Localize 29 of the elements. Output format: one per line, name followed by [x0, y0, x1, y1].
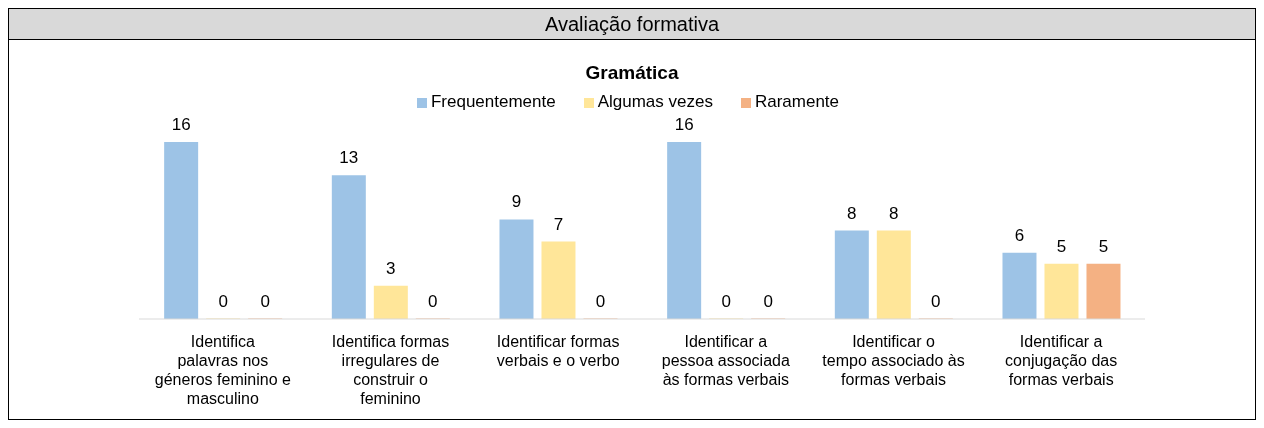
- data-label: 0: [721, 291, 731, 311]
- legend-label: Frequentemente: [430, 92, 556, 111]
- data-label: 0: [428, 291, 438, 311]
- chart-subtitle: Gramática: [584, 62, 680, 84]
- data-label: 3: [386, 258, 396, 278]
- data-label: 7: [553, 214, 564, 234]
- data-label: 5: [1056, 236, 1067, 256]
- x-tick-label: Identifica formas irregulares de construir o feminino: [331, 333, 450, 407]
- data-label: 0: [595, 291, 606, 311]
- data-label: 16: [171, 115, 191, 134]
- legend-label: Algumas vezes: [597, 92, 713, 111]
- data-label: 8: [889, 203, 899, 223]
- data-label: 13: [339, 148, 359, 168]
- x-tick-label: Identificar formas verbais e o verbo: [496, 333, 620, 369]
- x-tick-label: Identificar a pessoa associada às formas verbais: [661, 333, 790, 388]
- data-label: 5: [1098, 236, 1109, 256]
- data-label: 8: [847, 203, 857, 223]
- legend-label: Raramente: [754, 92, 840, 111]
- data-label: 0: [218, 291, 228, 311]
- x-tick-label: Identificar a conjugação das formas verbais: [1005, 333, 1118, 388]
- chart-title: Avaliação formativa: [9, 9, 1255, 40]
- data-label: 6: [1014, 225, 1025, 245]
- data-label: 0: [260, 291, 270, 311]
- data-label: 16: [674, 115, 694, 134]
- data-label: 9: [511, 192, 522, 212]
- x-tick-label: Identifica palavras nos géneros feminino e masculino: [154, 333, 291, 407]
- x-tick-label: Identificar o tempo associado às formas verbais: [822, 333, 965, 388]
- data-label: 0: [931, 291, 941, 311]
- data-label: 0: [763, 291, 773, 311]
